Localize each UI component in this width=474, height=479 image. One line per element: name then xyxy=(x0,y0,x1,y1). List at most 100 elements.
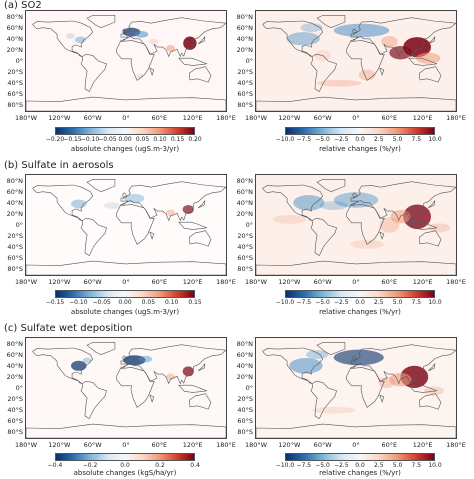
latitude-label: 80°N xyxy=(236,12,253,21)
latitude-label: 60°N xyxy=(6,350,23,359)
colorbar-tick-label: 0.4 xyxy=(190,462,200,469)
latitude-label: 60°S xyxy=(7,90,23,99)
latitude-label: 40°S xyxy=(7,406,23,415)
coastline xyxy=(86,342,116,356)
colorbar-tick-label: 7.5 xyxy=(411,299,422,306)
longitude-label: 120°W xyxy=(48,441,71,449)
change-region xyxy=(333,23,390,38)
latitude-label: 20°N xyxy=(236,372,253,381)
coastline xyxy=(178,221,208,230)
map-b-relative-svg xyxy=(256,175,456,275)
change-region xyxy=(333,192,379,208)
coastline xyxy=(26,260,226,275)
colorbar-tick-label: −0.15 xyxy=(45,299,65,306)
coastline xyxy=(408,221,438,230)
change-region xyxy=(124,193,145,203)
latitude-label: 80°N xyxy=(6,12,23,21)
longitude-label: 120°E xyxy=(182,278,203,286)
latitude-label: 80°S xyxy=(237,265,253,274)
coastline xyxy=(352,355,358,361)
latitude-label: 40°N xyxy=(236,34,253,43)
colorbar-tick-label: −5.0 xyxy=(315,462,330,469)
longitude-label: 180°E xyxy=(216,441,236,449)
coastline xyxy=(86,179,116,193)
coastline xyxy=(262,347,324,384)
longitude-label: 180°E xyxy=(446,441,466,449)
colorbar-b-absolute xyxy=(55,290,195,298)
longitude-label: 60°W xyxy=(83,114,102,122)
coastline xyxy=(80,380,107,420)
coastline xyxy=(262,20,324,57)
longitude-label: 180°E xyxy=(446,278,466,286)
colorbar-tick-label: −0.10 xyxy=(69,299,88,306)
colorbar-tick-label: 0.0 xyxy=(355,462,365,469)
coastline xyxy=(122,355,128,361)
coastline xyxy=(418,66,442,83)
change-region xyxy=(293,195,325,211)
colorbar-tick-label: 0.00 xyxy=(118,136,132,143)
coastline xyxy=(408,57,438,66)
colorbar-tick-label: 10.0 xyxy=(428,136,442,143)
longitude-label: 60°E xyxy=(151,114,168,122)
coastline xyxy=(149,231,155,240)
colorbar-tick-label: −0.4 xyxy=(47,462,63,469)
latitude-label: 60°N xyxy=(236,350,253,359)
longitude-label: 60°E xyxy=(151,278,168,286)
latitude-label: 0° xyxy=(15,221,23,229)
longitude-label: 60°E xyxy=(381,441,398,449)
colorbar-tick-label: 10.0 xyxy=(428,462,442,469)
coastline xyxy=(310,217,337,257)
change-region xyxy=(166,44,175,52)
longitude-label: 120°E xyxy=(182,114,203,122)
coastline xyxy=(256,260,456,275)
colorbar-tick-label: −0.15 xyxy=(63,136,82,143)
longitude-label: 120°W xyxy=(278,441,301,449)
colorbar-tick-label: 2.5 xyxy=(373,462,384,469)
longitude-label: 180°W xyxy=(244,278,268,286)
latitude-label: 60°S xyxy=(237,90,253,99)
coastline xyxy=(408,384,438,393)
latitude-label: 80°N xyxy=(236,176,253,185)
longitude-label: 60°W xyxy=(83,441,102,449)
coastline xyxy=(178,384,208,393)
coastline xyxy=(379,67,385,76)
coastline xyxy=(149,67,155,76)
latitude-label: 20°S xyxy=(237,68,253,77)
latitude-label: 80°N xyxy=(236,339,253,348)
map-b-relative xyxy=(255,174,457,276)
colorbar-tick-label: −10.0 xyxy=(275,136,295,143)
latitude-label: 20°S xyxy=(7,68,23,77)
latitude-label: 40°S xyxy=(237,406,253,415)
colorbar-tick-label: 5.0 xyxy=(392,299,403,306)
change-region xyxy=(428,223,451,233)
latitude-label: 20°N xyxy=(236,45,253,54)
latitude-label: 60°S xyxy=(7,417,23,426)
coastline xyxy=(122,28,128,34)
colorbar-tick-label: 0.20 xyxy=(188,136,202,143)
latitude-label: 80°N xyxy=(6,176,23,185)
colorbar-tick-label: 0.10 xyxy=(164,299,179,306)
background-field xyxy=(26,11,226,111)
colorbar-a-absolute-label: absolute changes (ugS.m-3/yr) xyxy=(70,145,180,153)
latitude-label: 40°N xyxy=(6,198,23,207)
change-region xyxy=(381,36,398,48)
colorbar-a-relative-label: relative changes (%/yr) xyxy=(319,145,401,153)
longitude-label: 180°W xyxy=(14,441,38,449)
longitude-label: 0° xyxy=(352,114,360,122)
map-b-absolute xyxy=(25,174,227,276)
latitude-label: 60°N xyxy=(6,187,23,196)
coastline xyxy=(32,184,94,221)
colorbar-tick-label: 7.5 xyxy=(411,462,422,469)
longitude-label: 120°E xyxy=(412,441,433,449)
latitude-label: 20°S xyxy=(7,232,23,241)
colorbar-tick-label: 0.15 xyxy=(188,299,202,306)
background-field xyxy=(26,338,226,438)
coastline xyxy=(116,204,155,245)
longitude-label: 180°E xyxy=(216,114,236,122)
longitude-label: 180°E xyxy=(446,114,466,122)
longitude-label: 180°W xyxy=(244,114,268,122)
latitude-label: 60°S xyxy=(237,417,253,426)
coastline xyxy=(32,347,94,384)
change-region xyxy=(319,201,348,210)
latitude-label: 40°S xyxy=(7,243,23,252)
